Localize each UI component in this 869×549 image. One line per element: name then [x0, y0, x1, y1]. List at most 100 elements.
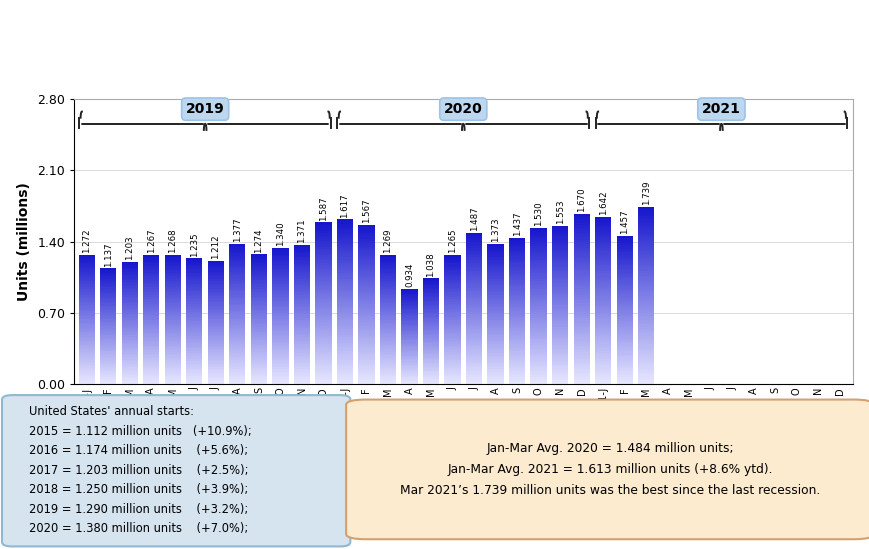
Bar [594, 368, 610, 369]
Bar [164, 320, 181, 321]
Bar [530, 332, 546, 334]
Bar [551, 355, 567, 357]
Bar [616, 253, 632, 254]
Bar [186, 366, 202, 367]
Bar [530, 343, 546, 345]
Bar [422, 382, 439, 383]
Bar [250, 293, 267, 295]
Bar [100, 348, 116, 350]
Bar [551, 377, 567, 378]
Bar [143, 339, 159, 341]
Bar [208, 330, 223, 332]
Bar [208, 287, 223, 289]
Bar [79, 358, 95, 360]
Bar [315, 322, 331, 323]
Bar [229, 283, 245, 284]
Bar [487, 327, 503, 328]
Bar [336, 302, 353, 304]
Bar [294, 297, 309, 299]
Bar [380, 363, 395, 365]
Bar [380, 347, 395, 349]
Bar [530, 285, 546, 287]
Bar [401, 313, 417, 314]
Bar [573, 233, 589, 236]
Bar [508, 291, 525, 293]
Bar [122, 288, 138, 289]
Bar [250, 281, 267, 282]
Bar [594, 299, 610, 301]
Bar [294, 321, 309, 323]
Bar [466, 289, 481, 292]
Bar [336, 271, 353, 273]
Bar [250, 277, 267, 279]
Bar [250, 327, 267, 329]
Bar [487, 267, 503, 269]
Bar [508, 383, 525, 384]
Bar [637, 222, 653, 225]
Bar [530, 334, 546, 335]
Bar [466, 276, 481, 278]
Bar [551, 362, 567, 365]
Bar [294, 255, 309, 257]
Bar [530, 232, 546, 234]
Bar [358, 262, 375, 265]
Bar [573, 273, 589, 276]
Bar [229, 376, 245, 377]
Bar [422, 307, 439, 309]
Bar [422, 374, 439, 375]
Bar [594, 219, 610, 221]
Bar [616, 277, 632, 278]
Bar [422, 378, 439, 379]
Bar [530, 267, 546, 269]
Bar [616, 308, 632, 310]
Bar [508, 285, 525, 287]
Bar [530, 260, 546, 261]
Bar [315, 378, 331, 380]
Bar [100, 283, 116, 284]
Bar [79, 297, 95, 298]
Bar [401, 352, 417, 354]
Bar [336, 232, 353, 234]
Text: 1.567: 1.567 [362, 198, 370, 223]
Bar [250, 282, 267, 284]
Bar [143, 318, 159, 320]
Bar [530, 257, 546, 260]
Bar [229, 358, 245, 360]
Bar [637, 346, 653, 349]
Bar [637, 284, 653, 287]
Bar [272, 369, 289, 371]
Bar [100, 380, 116, 382]
Bar [186, 324, 202, 326]
Bar [616, 299, 632, 301]
Bar [122, 377, 138, 378]
Bar [336, 314, 353, 316]
Bar [358, 228, 375, 231]
Bar [272, 299, 289, 301]
Bar [444, 376, 460, 378]
Bar [164, 373, 181, 374]
Bar [401, 371, 417, 372]
Bar [380, 350, 395, 352]
Bar [100, 339, 116, 341]
Bar [164, 274, 181, 276]
Bar [487, 318, 503, 320]
Bar [380, 276, 395, 278]
Bar [487, 355, 503, 356]
Bar [401, 308, 417, 309]
Bar [358, 310, 375, 312]
Bar [272, 360, 289, 362]
Bar [272, 328, 289, 329]
Bar [122, 262, 138, 263]
Bar [100, 352, 116, 354]
Bar [186, 261, 202, 263]
Bar [401, 368, 417, 369]
Bar [294, 313, 309, 315]
Bar [272, 345, 289, 347]
Bar [358, 250, 375, 253]
Bar [616, 284, 632, 286]
Bar [616, 297, 632, 299]
Bar [229, 300, 245, 302]
Bar [466, 341, 481, 343]
Bar [444, 329, 460, 331]
Bar [164, 342, 181, 344]
